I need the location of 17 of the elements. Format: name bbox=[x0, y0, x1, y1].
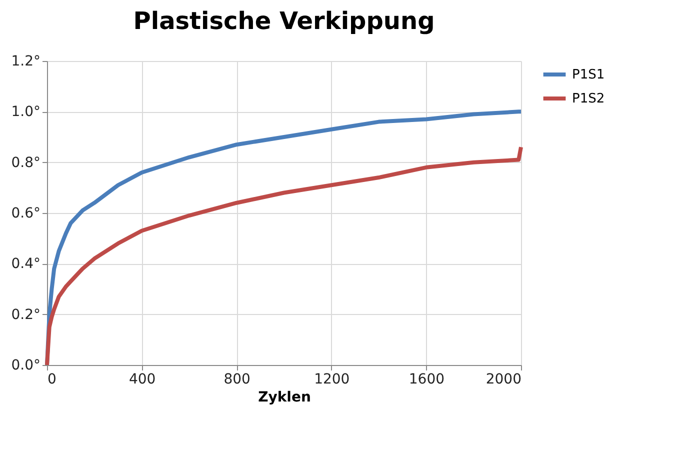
y-tick-label: 0.0° bbox=[11, 358, 40, 374]
x-tick-label: 800 bbox=[224, 372, 250, 388]
x-tick-label: 1600 bbox=[408, 372, 445, 388]
y-tick-label: 0.2° bbox=[11, 306, 40, 323]
x-tick-label: 2000 bbox=[486, 372, 522, 388]
x-tick-label: 0 bbox=[48, 372, 56, 388]
y-tick-label: 0.4° bbox=[11, 256, 40, 272]
legend-label: P1S2 bbox=[572, 92, 605, 106]
y-tick-label: 1.0° bbox=[11, 104, 40, 120]
y-tick-label: 0.8° bbox=[11, 154, 40, 171]
x-axis-title: Zyklen bbox=[258, 390, 311, 406]
y-tick-label: 0.6° bbox=[11, 206, 40, 222]
x-tick-label: 400 bbox=[128, 372, 156, 388]
chart-title: Plastische Verkippung bbox=[133, 7, 435, 35]
legend-label: P1S1 bbox=[572, 68, 605, 82]
x-tick-label: 1200 bbox=[314, 372, 350, 388]
y-tick-label: 1.2° bbox=[11, 54, 40, 70]
